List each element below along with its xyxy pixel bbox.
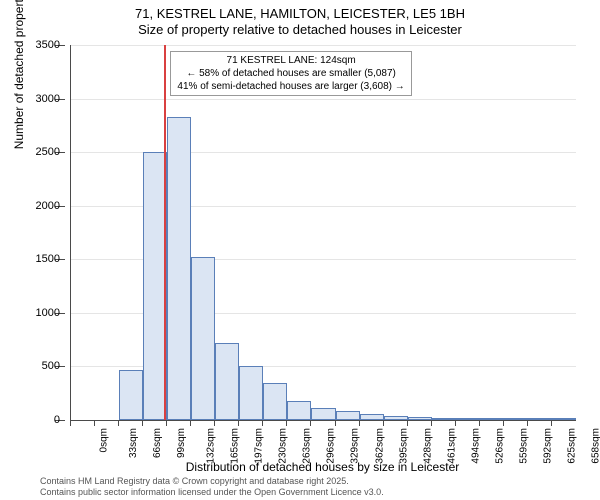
x-tick-label: 263sqm (302, 428, 313, 464)
x-tick (455, 420, 456, 426)
x-tick-label: 526sqm (494, 428, 505, 464)
histogram-bar (263, 383, 287, 421)
x-tick (190, 420, 191, 426)
x-tick-label: 362sqm (374, 428, 385, 464)
y-tick-label: 1000 (10, 307, 60, 319)
x-tick (407, 420, 408, 426)
histogram-bar (504, 418, 528, 420)
histogram-bar (384, 416, 408, 420)
grid-line (71, 99, 576, 100)
y-tick-label: 2500 (10, 146, 60, 158)
title-line-1: 71, KESTREL LANE, HAMILTON, LEICESTER, L… (0, 6, 600, 22)
x-tick-label: 395sqm (398, 428, 409, 464)
grid-line (71, 45, 576, 46)
x-tick-label: 658sqm (591, 428, 600, 464)
x-tick (238, 420, 239, 426)
histogram-bar (432, 418, 456, 420)
annotation-line-3: 41% of semi-detached houses are larger (… (177, 80, 404, 93)
y-tick-label: 2000 (10, 200, 60, 212)
x-tick (359, 420, 360, 426)
y-tick-label: 500 (10, 360, 60, 372)
x-tick-label: 33sqm (128, 428, 139, 458)
x-tick-label: 197sqm (254, 428, 265, 464)
histogram-bar (287, 401, 311, 420)
annotation-line-2: ← 58% of detached houses are smaller (5,… (177, 67, 404, 80)
histogram-bar (360, 414, 384, 420)
x-tick-label: 625sqm (566, 428, 577, 464)
histogram-bar (528, 418, 552, 420)
x-tick-label: 99sqm (176, 428, 187, 458)
histogram-bar (191, 257, 215, 420)
x-tick (551, 420, 552, 426)
x-tick (286, 420, 287, 426)
x-tick (335, 420, 336, 426)
reference-line (164, 45, 166, 420)
x-tick (431, 420, 432, 426)
histogram-bar (311, 408, 335, 420)
y-tick-label: 0 (10, 414, 60, 426)
x-tick (118, 420, 119, 426)
x-tick-label: 494sqm (470, 428, 481, 464)
histogram-bar (480, 418, 504, 420)
x-tick (142, 420, 143, 426)
histogram-bar (239, 366, 263, 420)
x-tick-label: 461sqm (446, 428, 457, 464)
x-tick (94, 420, 95, 426)
histogram-bar (456, 418, 480, 420)
x-tick (527, 420, 528, 426)
x-tick-label: 230sqm (278, 428, 289, 464)
x-tick (214, 420, 215, 426)
y-tick-label: 3500 (10, 39, 60, 51)
histogram-bar (336, 411, 360, 420)
x-tick-label: 0sqm (98, 428, 109, 452)
x-tick-label: 559sqm (518, 428, 529, 464)
y-tick-label: 3000 (10, 93, 60, 105)
histogram-bar (215, 343, 239, 420)
x-tick-label: 329sqm (350, 428, 361, 464)
x-tick-label: 66sqm (152, 428, 163, 458)
histogram-bar (119, 370, 143, 420)
y-axis-title: Number of detached properties (12, 0, 26, 149)
footer-line-2: Contains public sector information licen… (40, 487, 384, 498)
annotation-box: 71 KESTREL LANE: 124sqm ← 58% of detache… (170, 51, 411, 96)
annotation-line-1: 71 KESTREL LANE: 124sqm (177, 54, 404, 67)
chart-title: 71, KESTREL LANE, HAMILTON, LEICESTER, L… (0, 6, 600, 39)
y-tick-label: 1500 (10, 253, 60, 265)
x-tick (310, 420, 311, 426)
x-tick (383, 420, 384, 426)
x-tick (70, 420, 71, 426)
title-line-2: Size of property relative to detached ho… (0, 22, 600, 38)
x-tick (479, 420, 480, 426)
x-tick-label: 296sqm (326, 428, 337, 464)
histogram-bar (552, 418, 576, 420)
x-tick-label: 165sqm (230, 428, 241, 464)
plot-area: 71 KESTREL LANE: 124sqm ← 58% of detache… (70, 45, 576, 421)
footer-line-1: Contains HM Land Registry data © Crown c… (40, 476, 384, 487)
x-tick (262, 420, 263, 426)
x-tick-label: 428sqm (422, 428, 433, 464)
x-tick (503, 420, 504, 426)
x-tick-label: 132sqm (206, 428, 217, 464)
histogram-bar (408, 417, 432, 420)
chart-container: 71, KESTREL LANE, HAMILTON, LEICESTER, L… (0, 0, 600, 500)
footer-attribution: Contains HM Land Registry data © Crown c… (40, 476, 384, 498)
histogram-bar (167, 117, 191, 420)
x-tick-label: 592sqm (542, 428, 553, 464)
x-tick (166, 420, 167, 426)
